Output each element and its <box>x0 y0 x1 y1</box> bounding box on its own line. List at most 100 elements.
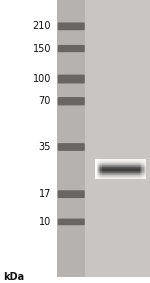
Bar <box>111 167 112 168</box>
Bar <box>131 161 132 162</box>
Bar <box>108 162 109 163</box>
Bar <box>102 166 103 167</box>
Bar <box>104 172 105 173</box>
Bar <box>131 177 132 178</box>
Bar <box>125 171 126 172</box>
Bar <box>105 168 107 169</box>
Bar <box>119 176 121 177</box>
Bar <box>117 166 118 167</box>
Bar <box>109 177 111 178</box>
Bar <box>125 168 126 169</box>
Bar <box>134 176 135 177</box>
Bar <box>97 168 98 169</box>
Bar <box>111 171 112 172</box>
Bar <box>103 168 104 169</box>
Bar <box>123 173 125 174</box>
Bar <box>108 160 109 161</box>
Bar <box>132 164 134 165</box>
Bar <box>107 163 108 164</box>
Bar <box>116 160 117 161</box>
Bar <box>141 162 142 163</box>
Bar <box>137 178 139 179</box>
Bar <box>98 166 99 167</box>
Bar <box>119 161 121 162</box>
Bar <box>125 161 126 162</box>
Bar <box>103 166 104 167</box>
Bar <box>109 162 111 163</box>
Bar <box>114 164 116 165</box>
Bar <box>102 160 103 161</box>
Bar <box>109 161 111 162</box>
Bar <box>135 161 136 162</box>
Bar <box>112 175 113 176</box>
Bar <box>141 174 142 175</box>
Bar <box>142 162 144 163</box>
Bar <box>99 177 100 178</box>
Bar <box>108 163 109 164</box>
Bar <box>144 166 145 167</box>
Bar <box>114 161 116 162</box>
Bar <box>105 167 107 168</box>
Bar <box>107 169 108 170</box>
Bar <box>145 175 146 176</box>
Bar <box>107 168 108 169</box>
Bar <box>122 174 123 175</box>
Bar <box>136 177 137 178</box>
Bar <box>109 168 111 169</box>
Bar <box>107 171 108 172</box>
Bar <box>117 171 118 172</box>
Bar <box>97 159 98 160</box>
Bar <box>131 173 132 174</box>
Bar <box>139 176 140 177</box>
Bar <box>107 164 108 165</box>
Bar <box>122 159 123 160</box>
Bar <box>111 169 112 170</box>
Bar <box>109 163 111 164</box>
Bar <box>136 168 137 169</box>
Bar <box>104 175 105 176</box>
Bar <box>99 171 100 172</box>
Bar <box>130 177 131 178</box>
Bar <box>102 162 103 163</box>
Bar <box>117 174 118 175</box>
Bar <box>100 175 102 176</box>
Bar <box>100 168 102 169</box>
Bar <box>128 168 130 169</box>
Bar <box>113 160 114 161</box>
Bar <box>102 163 103 164</box>
Bar <box>108 173 109 174</box>
Bar <box>128 171 130 172</box>
Bar <box>141 177 142 178</box>
Bar <box>127 169 128 170</box>
Bar <box>104 159 105 160</box>
Bar <box>99 176 100 177</box>
Bar <box>142 169 144 170</box>
Bar <box>134 178 135 179</box>
Bar <box>98 165 99 166</box>
Bar <box>132 176 134 177</box>
Bar <box>135 169 136 170</box>
Bar <box>111 162 112 163</box>
FancyBboxPatch shape <box>58 143 85 151</box>
Bar <box>127 160 128 161</box>
Bar <box>123 159 125 160</box>
Bar <box>114 159 116 160</box>
Bar <box>116 173 117 174</box>
Bar <box>130 169 131 170</box>
Bar <box>113 169 114 170</box>
Bar <box>145 166 146 167</box>
Bar <box>136 178 137 179</box>
Bar <box>144 172 145 173</box>
Bar <box>127 173 128 174</box>
Bar <box>145 162 146 163</box>
Bar <box>137 167 139 168</box>
Bar <box>132 174 134 175</box>
Bar <box>105 173 107 174</box>
Bar <box>122 165 123 166</box>
Bar <box>113 166 114 167</box>
Bar <box>136 161 137 162</box>
Bar <box>130 173 131 174</box>
Bar <box>117 175 118 176</box>
Bar <box>126 176 127 177</box>
Bar <box>113 164 114 165</box>
